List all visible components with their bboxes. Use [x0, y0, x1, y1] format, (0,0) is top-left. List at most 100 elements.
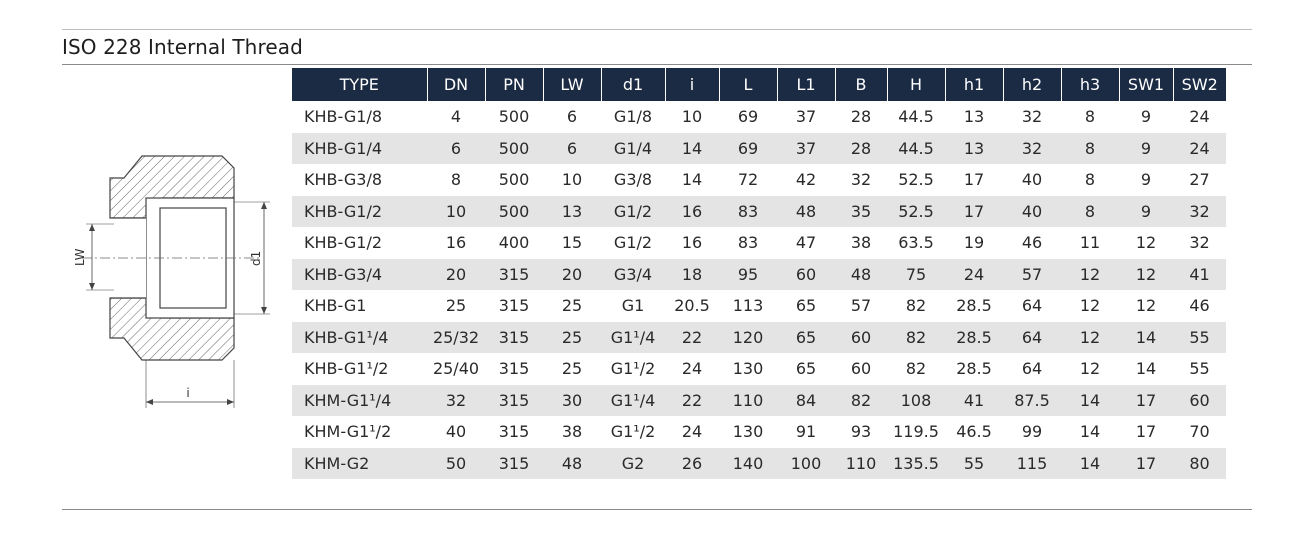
cell-h1: 13	[963, 107, 985, 127]
cell-lw: 13	[543, 195, 601, 227]
col-header: h2	[1002, 68, 1061, 101]
cell-h3: 14	[1061, 384, 1119, 416]
cell-d1: G3/8	[613, 170, 653, 190]
cell-sw2: 41	[1173, 258, 1226, 290]
cell-b: 93	[850, 422, 872, 442]
col-header: B	[834, 68, 887, 101]
cell-h: 52.5	[898, 170, 934, 190]
cell-l: 95	[719, 258, 777, 290]
cell-lw: 30	[543, 384, 601, 416]
cell-h1: 17	[945, 195, 1003, 227]
table-row: KHB-G1¹/2 25/40 315 25 G1¹/2 24 130 65 60 82 28.5 6…	[292, 353, 1226, 385]
cell-i: 20.5	[674, 296, 710, 316]
table-row: KHB-G1/4 6 500 6 G1/4 14 69 37 28 44.5 13 32 8 9 24	[292, 132, 1226, 164]
cell-b: 32	[850, 170, 872, 190]
cell-sw2: 32	[1189, 233, 1210, 253]
cell-l1: 84	[777, 384, 835, 416]
cell-h1: 28.5	[945, 321, 1003, 353]
cell-h1: 46.5	[956, 422, 992, 442]
cell-l: 69	[737, 107, 759, 127]
cell-type: KHM-G1¹/4	[292, 384, 427, 416]
cell-lw: 6	[566, 107, 578, 127]
table-row: KHM-G2 50 315 48 G2 26 140 100 110 135.5 55 115 14 17…	[292, 447, 1226, 479]
cell-h1: 55	[945, 447, 1003, 479]
cell-h1: 19	[963, 233, 985, 253]
cell-sw1: 9	[1140, 170, 1152, 190]
cell-type: KHB-G1/2	[292, 195, 427, 227]
cell-sw1: 14	[1135, 359, 1157, 379]
cell-pn: 500	[485, 132, 543, 164]
cell-h2: 64	[1021, 296, 1043, 316]
cell-h3: 8	[1061, 195, 1119, 227]
cell-h3: 8	[1061, 132, 1119, 164]
table-row: KHB-G1 25 315 25 G1 20.5 113 65 57 82 28.5 64 12 12 46	[292, 290, 1226, 322]
cell-h2: 87.5	[1003, 384, 1061, 416]
cell-l: 69	[719, 132, 777, 164]
cell-d1: G1¹/2	[610, 359, 656, 379]
cell-i: 24	[681, 359, 703, 379]
cell-dn: 32	[427, 384, 485, 416]
cell-h2: 57	[1003, 258, 1061, 290]
cell-sw2: 24	[1189, 107, 1210, 127]
cell-type: KHB-G1¹/4	[292, 321, 427, 353]
cell-d1: G1	[621, 296, 645, 316]
cell-h2: 64	[1021, 359, 1043, 379]
top-rule	[62, 29, 1252, 30]
cell-sw2: 24	[1173, 132, 1226, 164]
cell-pn: 500	[498, 170, 530, 190]
col-header: L	[718, 68, 777, 101]
cell-h1: 24	[945, 258, 1003, 290]
cell-b: 48	[835, 258, 887, 290]
cell-l: 140	[719, 447, 777, 479]
cell-h3: 12	[1061, 258, 1119, 290]
col-header: h3	[1060, 68, 1119, 101]
cell-sw1: 9	[1119, 132, 1173, 164]
cell-d1: G1¹/2	[610, 422, 656, 442]
cell-sw1: 14	[1119, 321, 1173, 353]
bottom-rule	[62, 509, 1252, 510]
cell-sw2: 46	[1189, 296, 1210, 316]
cell-b: 82	[835, 384, 887, 416]
cell-sw1: 12	[1119, 258, 1173, 290]
cell-h: 82	[905, 296, 927, 316]
cell-dn: 6	[427, 132, 485, 164]
cell-h1: 28.5	[956, 359, 992, 379]
cell-h: 63.5	[898, 233, 934, 253]
cell-sw2: 55	[1189, 359, 1210, 379]
cell-d1: G1¹/4	[601, 384, 665, 416]
cell-l1: 37	[777, 132, 835, 164]
cell-h3: 12	[1061, 321, 1119, 353]
cell-dn: 25/32	[427, 321, 485, 353]
cell-l1: 42	[795, 170, 817, 190]
cell-type: KHB-G3/8	[304, 170, 383, 190]
cell-b: 38	[850, 233, 872, 253]
col-header: H	[886, 68, 945, 101]
table-row: KHB-G3/8 8 500 10 G3/8 14 72 42 32 52.5 17 40 8 9 27	[292, 164, 1226, 196]
cell-lw: 48	[543, 447, 601, 479]
cell-sw1: 9	[1119, 195, 1173, 227]
cell-l: 72	[737, 170, 759, 190]
col-header: h1	[944, 68, 1003, 101]
cell-sw2: 80	[1173, 447, 1226, 479]
cell-l: 83	[719, 195, 777, 227]
cell-h2: 99	[1021, 422, 1043, 442]
cell-pn: 500	[498, 107, 530, 127]
cell-dn: 40	[445, 422, 467, 442]
cell-i: 24	[681, 422, 703, 442]
cell-h3: 14	[1079, 422, 1101, 442]
cell-l1: 100	[777, 447, 835, 479]
cell-type: KHB-G1/2	[304, 233, 383, 253]
cell-h: 82	[887, 321, 945, 353]
cell-type: KHB-G1/8	[304, 107, 383, 127]
cell-pn: 315	[498, 359, 530, 379]
col-header: SW1	[1118, 68, 1173, 101]
cell-l1: 60	[777, 258, 835, 290]
col-header: i	[664, 68, 719, 101]
cell-pn: 315	[485, 447, 543, 479]
cell-pn: 315	[485, 258, 543, 290]
cell-d1: G1/8	[613, 107, 653, 127]
cell-h2: 115	[1003, 447, 1061, 479]
cell-type: KHB-G3/4	[292, 258, 427, 290]
table-row: KHB-G1/2 10 500 13 G1/2 16 83 48 35 52.5 17 40 8 9 32	[292, 195, 1226, 227]
cell-h1: 17	[963, 170, 985, 190]
